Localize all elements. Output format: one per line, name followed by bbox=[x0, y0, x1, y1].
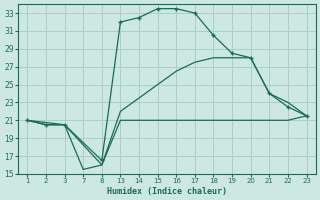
X-axis label: Humidex (Indice chaleur): Humidex (Indice chaleur) bbox=[107, 187, 227, 196]
